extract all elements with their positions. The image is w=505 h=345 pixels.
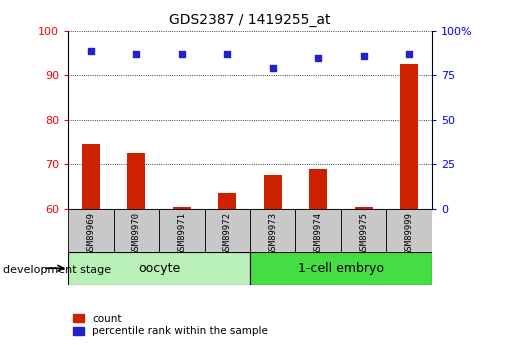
Bar [173,207,191,209]
Bar [264,175,282,209]
Text: GSM89974: GSM89974 [314,212,323,255]
Text: oocyte: oocyte [138,262,180,275]
Bar [386,209,432,252]
Point [223,51,231,57]
Point [360,53,368,59]
Bar [250,209,295,252]
Bar [355,207,373,209]
Bar [295,209,341,252]
Bar [400,65,418,209]
Bar [82,144,100,209]
Text: 1-cell embryo: 1-cell embryo [298,262,384,275]
Point [405,51,413,57]
Bar [114,209,159,252]
Text: GSM89969: GSM89969 [86,212,95,255]
Text: GSM89970: GSM89970 [132,212,141,255]
Bar [68,252,250,285]
Point [314,55,322,60]
Text: development stage: development stage [3,265,111,275]
Bar [309,169,327,209]
Text: GSM89999: GSM89999 [405,212,414,255]
Text: GSM89975: GSM89975 [359,212,368,255]
Legend: count, percentile rank within the sample: count, percentile rank within the sample [73,314,268,336]
Point [132,51,140,57]
Bar [127,153,145,209]
Text: GSM89973: GSM89973 [268,212,277,255]
Bar [68,209,114,252]
Bar [341,209,386,252]
Point [178,51,186,57]
Text: GSM89972: GSM89972 [223,212,232,255]
Point [87,48,95,53]
Text: GSM89971: GSM89971 [177,212,186,255]
Point [269,66,277,71]
Bar [250,252,432,285]
Bar [218,193,236,209]
Bar [205,209,250,252]
Bar [159,209,205,252]
Title: GDS2387 / 1419255_at: GDS2387 / 1419255_at [169,13,331,27]
